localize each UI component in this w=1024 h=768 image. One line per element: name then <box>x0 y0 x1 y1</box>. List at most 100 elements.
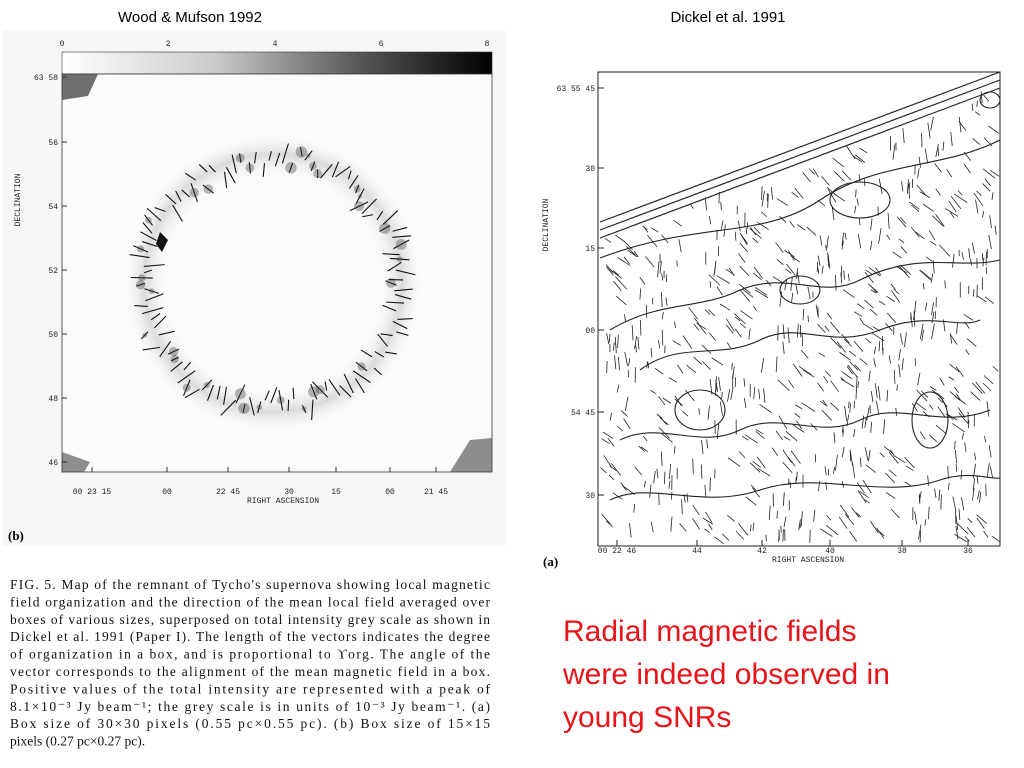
intensity-blob <box>142 332 148 338</box>
x-tick-label: 30 <box>284 488 294 497</box>
vector <box>964 442 967 452</box>
vector <box>617 426 624 432</box>
vector <box>324 381 328 391</box>
vector <box>223 386 227 405</box>
vector <box>752 305 757 312</box>
vector <box>628 358 631 366</box>
vector <box>225 167 236 184</box>
vector <box>201 379 213 391</box>
vector <box>752 460 761 468</box>
vector <box>190 183 198 202</box>
vector <box>971 103 974 112</box>
vector <box>947 482 950 491</box>
vector <box>866 407 870 421</box>
vector <box>802 369 815 378</box>
vector <box>696 322 707 330</box>
vector <box>844 513 855 526</box>
vector <box>698 408 700 415</box>
vector <box>170 361 183 372</box>
vector <box>154 315 167 329</box>
vector <box>650 521 654 533</box>
vector <box>848 273 850 282</box>
vector <box>177 370 196 384</box>
vector <box>761 211 767 217</box>
vector <box>972 242 975 254</box>
vector <box>833 432 836 444</box>
vector <box>661 273 664 281</box>
vector <box>966 338 977 347</box>
vector <box>817 323 826 333</box>
vector <box>287 399 290 412</box>
greyscale-tick-label: 8 <box>485 40 490 49</box>
vector <box>693 356 703 365</box>
vector <box>976 295 987 303</box>
vector <box>732 373 734 388</box>
vector <box>972 463 976 479</box>
vector <box>753 266 763 279</box>
vector <box>839 352 851 361</box>
vector <box>965 349 970 356</box>
vector <box>136 282 146 287</box>
vector <box>304 150 313 161</box>
vector <box>919 191 931 199</box>
vector <box>922 283 925 290</box>
vector <box>606 266 614 276</box>
vector <box>262 163 266 177</box>
vector <box>885 472 895 484</box>
vector <box>795 404 803 410</box>
intensity-blob <box>148 288 155 294</box>
vector <box>958 508 961 521</box>
vector <box>753 272 762 280</box>
vector <box>841 240 844 250</box>
x-tick-label: 40 <box>825 547 835 556</box>
vector <box>281 143 289 164</box>
vector <box>935 188 941 196</box>
vector <box>354 378 365 394</box>
vector <box>950 132 953 147</box>
vector <box>689 203 694 209</box>
vector <box>649 484 652 498</box>
vector <box>974 452 977 461</box>
vector <box>601 438 610 445</box>
vector <box>808 168 816 175</box>
vector <box>908 182 911 190</box>
vector <box>755 430 765 440</box>
vector <box>875 267 882 276</box>
vector <box>857 303 865 310</box>
vector <box>709 216 712 225</box>
intensity-blob <box>156 232 168 252</box>
vector <box>373 367 383 376</box>
vector <box>964 536 970 542</box>
vector <box>819 235 823 246</box>
greyscale-bar <box>61 51 493 75</box>
vector <box>172 204 183 222</box>
vector <box>986 462 990 479</box>
vector <box>158 330 175 336</box>
vector <box>708 309 716 317</box>
vector <box>618 279 628 290</box>
vector <box>693 317 699 324</box>
vector <box>264 390 270 401</box>
vector <box>184 388 200 399</box>
vector <box>992 365 999 372</box>
vector <box>942 401 948 408</box>
vector <box>615 343 617 354</box>
vector <box>833 171 845 182</box>
vector <box>900 217 907 224</box>
vector <box>994 225 997 235</box>
vector <box>961 252 964 260</box>
vector <box>975 381 986 394</box>
vector <box>980 91 983 104</box>
vector <box>623 256 631 265</box>
vector <box>870 240 873 251</box>
vector <box>645 256 655 268</box>
vector <box>709 379 713 395</box>
vector <box>613 342 615 351</box>
vector <box>870 421 873 433</box>
vector <box>761 358 765 373</box>
vector <box>144 214 153 226</box>
vector <box>888 355 891 364</box>
intensity-blob <box>396 256 403 263</box>
vector <box>660 432 673 443</box>
vector <box>827 189 837 203</box>
